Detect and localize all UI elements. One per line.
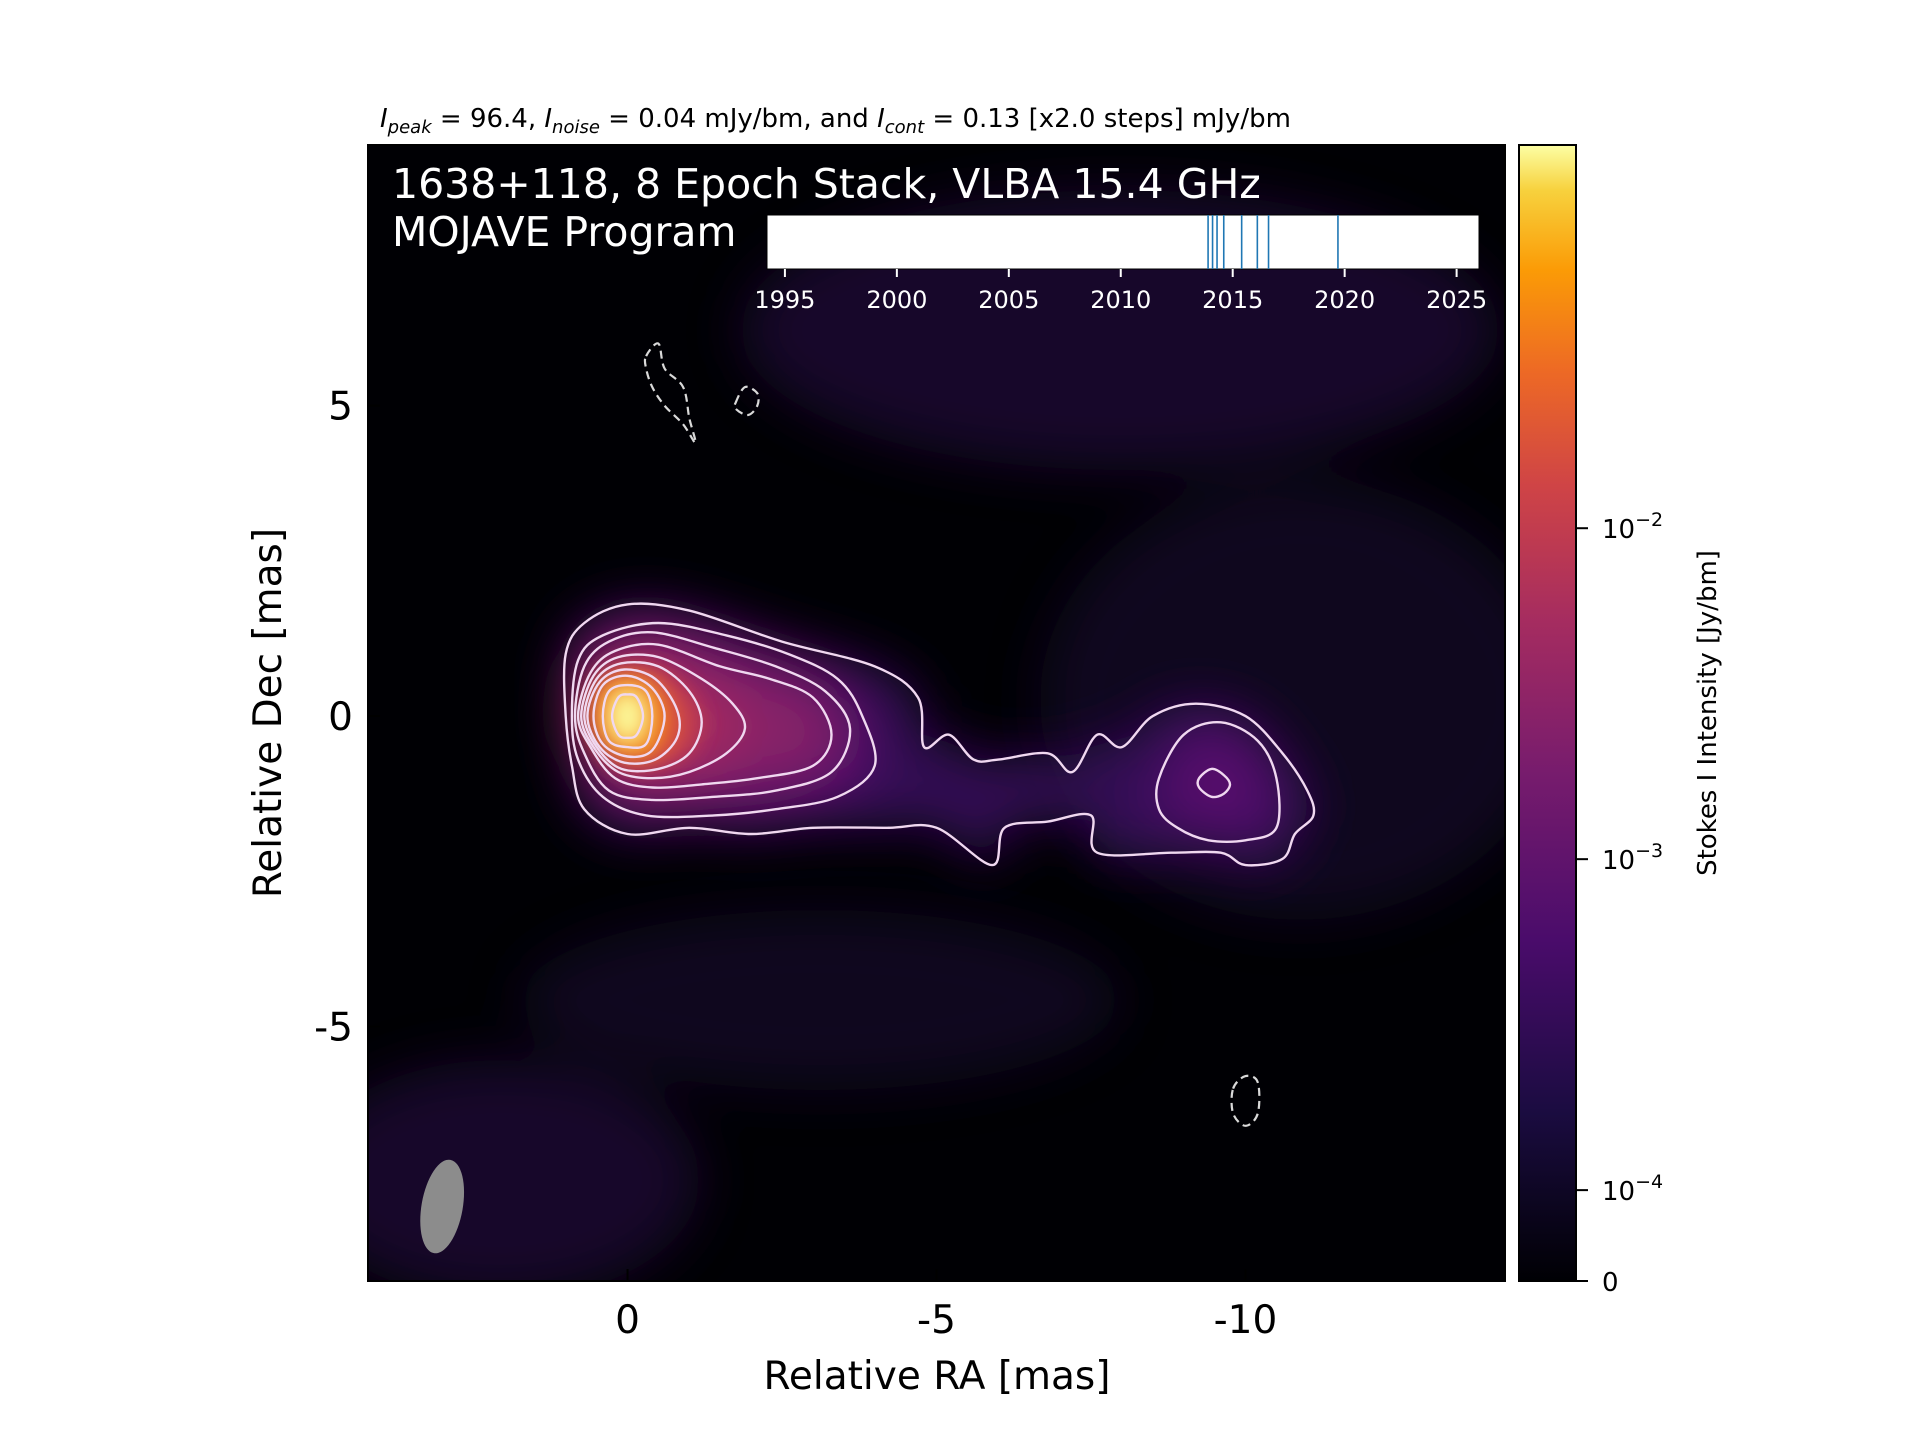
y-axis-label: Relative Dec [mas] bbox=[246, 528, 291, 898]
cont-label: I bbox=[877, 104, 885, 134]
colorbar-tick-exponent: −4 bbox=[1635, 1171, 1663, 1193]
colorbar-tick-label: 10−2 bbox=[1602, 509, 1663, 545]
timeline-tick-label: 1995 bbox=[754, 286, 815, 314]
timeline-epochs bbox=[1207, 215, 1339, 269]
timeline-ticks: 1995 2000 2005 2010 2015 2020 2025 bbox=[754, 269, 1487, 314]
negative-contour bbox=[733, 385, 760, 417]
colorbar-ticks: 010−410−310−2 bbox=[1576, 509, 1663, 1298]
positive-contour bbox=[562, 602, 1316, 867]
positive-contour bbox=[573, 630, 852, 802]
noise-value: = 0.04 mJy/bm, and bbox=[600, 104, 877, 134]
x-tick-label: -10 bbox=[1214, 1298, 1278, 1343]
positive-contour bbox=[570, 621, 877, 819]
peak-sub: peak bbox=[387, 117, 434, 138]
y-tick-label: -5 bbox=[314, 1005, 353, 1050]
colorbar-label: Stokes I Intensity [Jy/bm] bbox=[1693, 550, 1723, 876]
timeline-tick-label: 2015 bbox=[1202, 286, 1263, 314]
noise-sub: noise bbox=[552, 117, 600, 138]
peak-value: = 96.4, bbox=[432, 104, 545, 134]
beam-ellipse bbox=[420, 1159, 465, 1254]
cont-value: = 0.13 [x2.0 steps] mJy/bm bbox=[924, 104, 1291, 134]
y-tick-label: 5 bbox=[328, 385, 353, 430]
x-axis-ticks: 0 -5 -10 bbox=[615, 1269, 1277, 1343]
emission-region bbox=[612, 694, 643, 738]
positive-contour bbox=[610, 693, 645, 740]
positive-contour bbox=[583, 660, 703, 773]
chart-header: Ipeak = 96.4, Inoise = 0.04 mJy/bm, and … bbox=[380, 104, 1291, 138]
x-axis-label: Relative RA [mas] bbox=[764, 1354, 1111, 1399]
y-tick-label: 0 bbox=[328, 695, 353, 740]
timeline-box bbox=[766, 214, 1480, 270]
x-tick-label: 0 bbox=[615, 1298, 640, 1343]
positive-contour bbox=[592, 674, 666, 759]
colorbar-tick-base: 10 bbox=[1602, 515, 1635, 545]
contours bbox=[562, 342, 1316, 1127]
colorbar-tick-exponent: −3 bbox=[1635, 840, 1663, 862]
positive-contour bbox=[586, 668, 681, 765]
colorbar-tick-base: 10 bbox=[1602, 1177, 1635, 1207]
x-tick-label: -5 bbox=[917, 1298, 956, 1343]
timeline-tick-label: 2025 bbox=[1426, 286, 1487, 314]
colorbar-tick-label: 10−4 bbox=[1602, 1171, 1663, 1207]
overlay-title-line2: MOJAVE Program bbox=[392, 208, 736, 256]
colorbar-tick-label: 10−3 bbox=[1602, 840, 1663, 876]
overlay-title-line1: 1638+118, 8 Epoch Stack, VLBA 15.4 GHz bbox=[392, 160, 1261, 208]
timeline-tick-label: 2000 bbox=[866, 286, 927, 314]
positive-contour bbox=[601, 683, 654, 749]
y-axis-ticks: 5 0 -5 bbox=[314, 385, 380, 1050]
noise-label: I bbox=[544, 104, 552, 134]
timeline-tick-label: 2020 bbox=[1314, 286, 1375, 314]
colorbar-tick-exponent: −2 bbox=[1635, 509, 1663, 531]
peak-label: I bbox=[380, 104, 388, 134]
colorbar-tick-base: 0 bbox=[1602, 1268, 1619, 1298]
positive-contour bbox=[576, 642, 833, 789]
colorbar: 010−410−310−2 Stokes I Intensity [Jy/bm] bbox=[1518, 144, 1723, 1298]
timeline-tick-label: 2005 bbox=[978, 286, 1039, 314]
positive-contour bbox=[1196, 767, 1232, 799]
positive-contour bbox=[1155, 720, 1281, 843]
colorbar-tick-base: 10 bbox=[1602, 846, 1635, 876]
plot-panel bbox=[367, 144, 1506, 1282]
timeline-tick-label: 2010 bbox=[1090, 286, 1151, 314]
emission-region bbox=[1197, 768, 1230, 798]
cont-sub: cont bbox=[885, 117, 925, 138]
positive-contour bbox=[579, 653, 747, 780]
epoch-timeline: 1995 2000 2005 2010 2015 2020 2025 bbox=[754, 214, 1487, 314]
colorbar-tick-label: 0 bbox=[1602, 1268, 1619, 1298]
negative-contour bbox=[1230, 1074, 1261, 1127]
colorbar-gradient bbox=[1518, 144, 1577, 1282]
